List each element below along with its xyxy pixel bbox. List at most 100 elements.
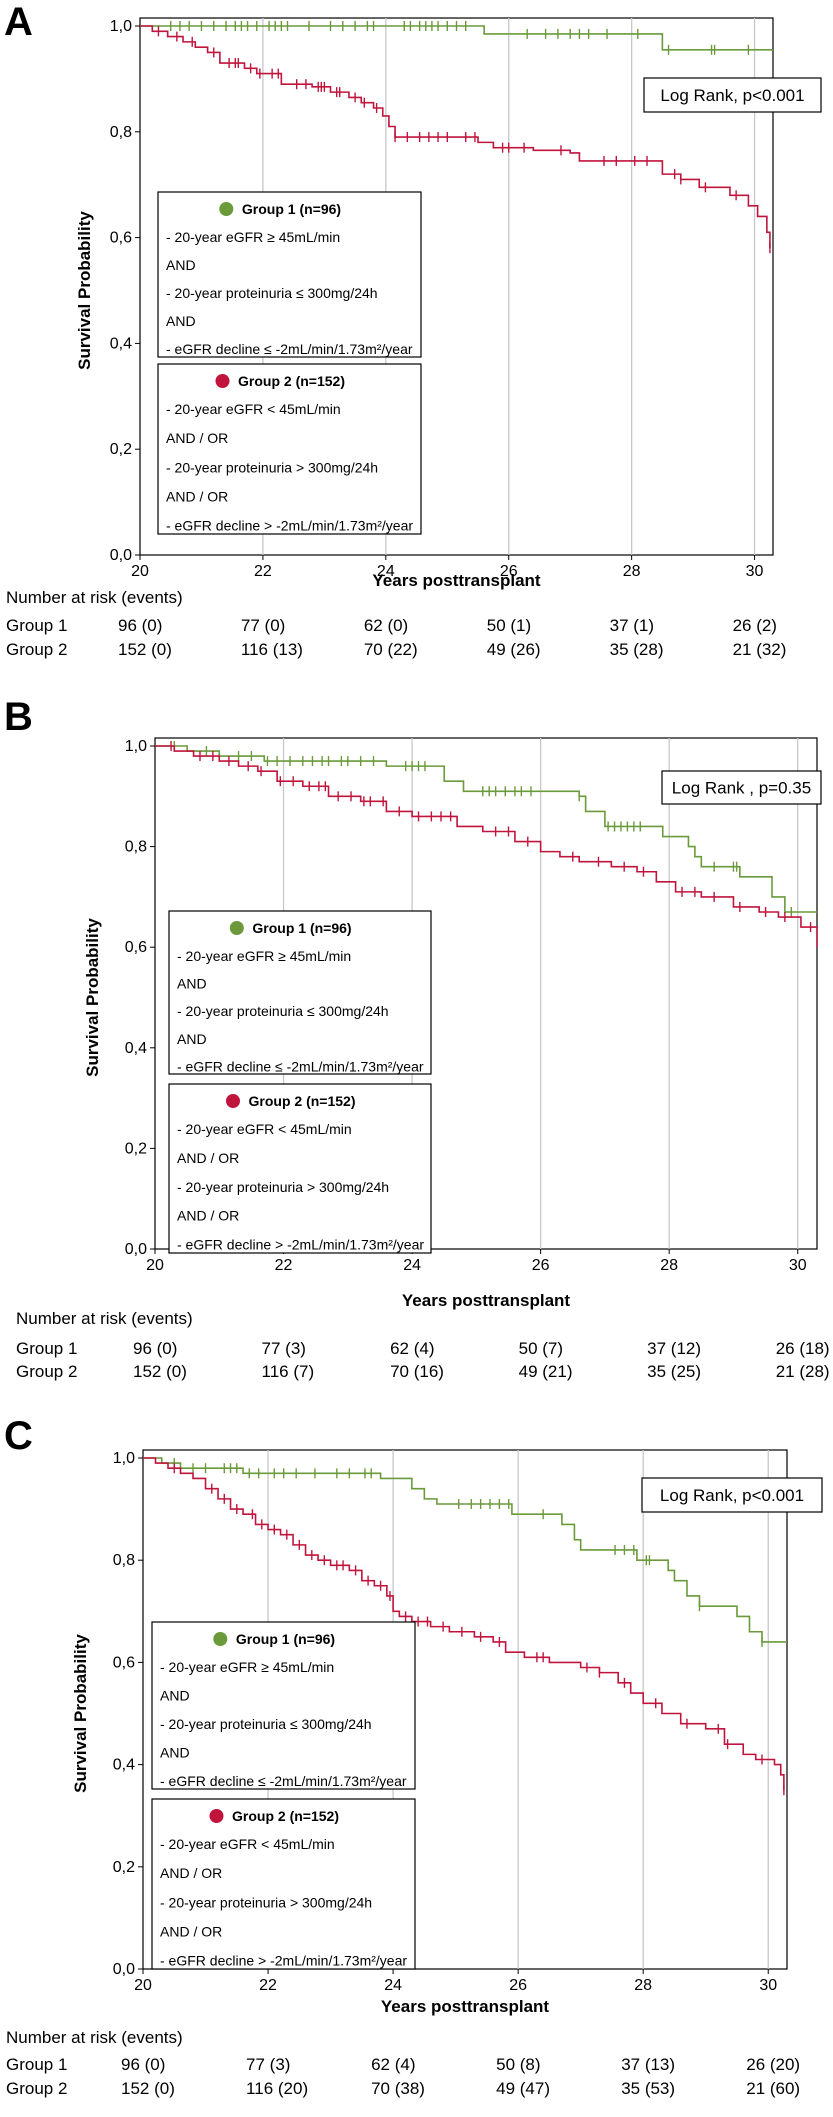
green-circle-icon xyxy=(213,1632,228,1646)
y-axis-label: Survival Probability xyxy=(71,1634,90,1793)
x-tick-label: 30 xyxy=(789,1257,807,1274)
crimson-circle-icon xyxy=(215,374,230,388)
y-tick-label: 0,4 xyxy=(113,1757,135,1774)
legend-line: AND xyxy=(177,1031,207,1047)
x-tick-label: 28 xyxy=(634,1977,652,1994)
x-tick-label: 30 xyxy=(746,563,764,580)
x-tick-label: 20 xyxy=(131,563,149,580)
risk-table-title: Number at risk (events) xyxy=(6,2028,183,2047)
y-axis-label: Survival Probability xyxy=(83,918,102,1077)
risk-cell: 116 (7) xyxy=(261,1362,315,1381)
legend-line: - 20-year proteinuria ≤ 300mg/24h xyxy=(166,285,378,301)
log-rank-text: Log Rank, p<0.001 xyxy=(660,1486,804,1505)
log-rank-box xyxy=(661,770,822,805)
x-tick-label: 22 xyxy=(254,563,272,580)
risk-row-label: Group 1 xyxy=(6,2055,68,2074)
risk-cell: 37 (1) xyxy=(609,616,655,635)
risk-cell: 116 (20) xyxy=(246,2079,309,2098)
risk-cell: 96 (0) xyxy=(133,1339,178,1358)
legend-line: - 20-year proteinuria > 300mg/24h xyxy=(177,1179,389,1195)
panel-b: B 20 22 24 26 28 30 0,0 0,2 0,4 0,6 0,8 1,0 Years po… xyxy=(0,695,833,1410)
risk-cell: 70 (16) xyxy=(390,1362,444,1381)
panel-label: B xyxy=(4,695,33,739)
risk-cell: 62 (4) xyxy=(390,1339,435,1358)
risk-cell: 21 (32) xyxy=(732,640,787,659)
risk-cell: 26 (18) xyxy=(775,1339,830,1358)
risk-cell: 49 (26) xyxy=(486,640,541,659)
legend-line: - 20-year eGFR < 45mL/min xyxy=(177,1121,352,1137)
risk-cell: 152 (0) xyxy=(133,1362,187,1381)
legend-title: Group 2 (n=152) xyxy=(249,1093,356,1109)
legend-box-group-2: Group 2 (n=152) - 20-year eGFR < 45mL/min… xyxy=(157,363,422,535)
km-chart: 20 22 24 26 28 30 0,0 0,2 0,4 0,6 0,8 1,0 Years post… xyxy=(83,737,822,1310)
risk-cell: 26 (2) xyxy=(732,616,777,635)
legend-line: AND xyxy=(166,313,196,329)
risk-cell: 35 (25) xyxy=(647,1362,702,1381)
x-tick-label: 24 xyxy=(377,563,395,580)
group1-survival-line xyxy=(155,745,817,913)
legend-line: AND / OR xyxy=(177,1150,239,1166)
legend-frame xyxy=(168,910,432,1075)
risk-cell: 77 (0) xyxy=(240,616,286,635)
x-tick-label: 20 xyxy=(134,1977,152,1994)
risk-cell: 70 (22) xyxy=(363,640,418,659)
panel-a: A 20 22 24 26 28 30 0,0 0,2 0,4 0,6 0,8 1,0 Years po… xyxy=(0,0,833,690)
risk-cell: 21 (28) xyxy=(775,1362,830,1381)
log-rank-box xyxy=(641,1477,823,1513)
legend-title: Group 1 (n=96) xyxy=(242,201,341,217)
legend-line: AND / OR xyxy=(177,1208,239,1224)
panel-label: C xyxy=(4,1414,33,1458)
legend-line: AND / OR xyxy=(160,1865,222,1881)
x-axis-label: Years posttransplant xyxy=(402,1291,571,1310)
legend-box-group-1: Group 1 (n=96) - 20-year eGFR ≥ 45mL/min A… xyxy=(151,1621,416,1790)
group1-survival-line xyxy=(143,1457,787,1643)
risk-cell: 77 (3) xyxy=(261,1339,306,1358)
group2-survival-line xyxy=(155,745,818,948)
legend-line: AND xyxy=(160,1744,190,1760)
risk-cell: 49 (47) xyxy=(496,2079,551,2098)
plot-frame xyxy=(139,17,774,556)
risk-cell: 37 (12) xyxy=(647,1339,702,1358)
legend-line: AND / OR xyxy=(160,1923,222,1939)
risk-cell: 77 (3) xyxy=(246,2055,291,2074)
legend-box-group-1: Group 1 (n=96) - 20-year eGFR ≥ 45mL/min A… xyxy=(157,191,422,358)
risk-row-label: Group 1 xyxy=(6,616,68,635)
legend-frame xyxy=(151,1621,416,1790)
legend-frame xyxy=(157,191,422,358)
legend-line: - eGFR decline > -2mL/min/1.73m²/year xyxy=(177,1237,424,1253)
x-tick-label: 26 xyxy=(509,1977,527,1994)
legend-line: - 20-year proteinuria ≤ 300mg/24h xyxy=(160,1716,372,1732)
legend-line: - 20-year proteinuria > 300mg/24h xyxy=(166,459,378,475)
risk-cell: 49 (21) xyxy=(518,1362,573,1381)
risk-cell: 152 (0) xyxy=(118,640,172,659)
risk-cell: 152 (0) xyxy=(121,2079,175,2098)
green-circle-icon xyxy=(229,921,244,935)
risk-cell: 116 (13) xyxy=(240,640,303,659)
risk-cell: 35 (53) xyxy=(621,2079,676,2098)
legend-frame xyxy=(151,1798,416,1970)
legend-box-group-2: Group 2 (n=152) - 20-year eGFR < 45mL/min… xyxy=(151,1798,416,1970)
y-tick-label: 1,0 xyxy=(125,738,147,755)
legend-title: Group 2 (n=152) xyxy=(238,373,345,389)
legend-line: AND xyxy=(177,976,207,992)
x-tick-label: 30 xyxy=(759,1977,777,1994)
x-tick-label: 20 xyxy=(146,1257,164,1274)
y-tick-label: 0,8 xyxy=(113,1552,135,1569)
km-chart: 20 22 24 26 28 30 0,0 0,2 0,4 0,6 0,8 1,0 Years post… xyxy=(71,1449,823,2016)
log-rank-text: Log Rank, p<0.001 xyxy=(660,86,804,105)
x-tick-label: 26 xyxy=(532,1257,550,1274)
group2-survival-line xyxy=(140,25,771,249)
risk-cell: 35 (28) xyxy=(609,640,664,659)
risk-cell: 70 (38) xyxy=(371,2079,425,2098)
km-chart: 20 22 24 26 28 30 0,0 0,2 0,4 0,6 0,8 1,0 Years post… xyxy=(75,17,822,590)
risk-cell: 21 (60) xyxy=(746,2079,801,2098)
y-tick-label: 0,0 xyxy=(113,1961,135,1978)
legend-line: AND xyxy=(166,257,196,273)
risk-row-label: Group 2 xyxy=(6,640,68,659)
x-tick-label: 22 xyxy=(275,1257,293,1274)
legend-box-group-1: Group 1 (n=96) - 20-year eGFR ≥ 45mL/min A… xyxy=(168,910,432,1075)
plot-frame xyxy=(154,737,818,1250)
legend-frame xyxy=(168,1083,432,1254)
log-rank-text: Log Rank , p=0.35 xyxy=(672,779,811,798)
y-tick-label: 0,4 xyxy=(125,1040,147,1057)
